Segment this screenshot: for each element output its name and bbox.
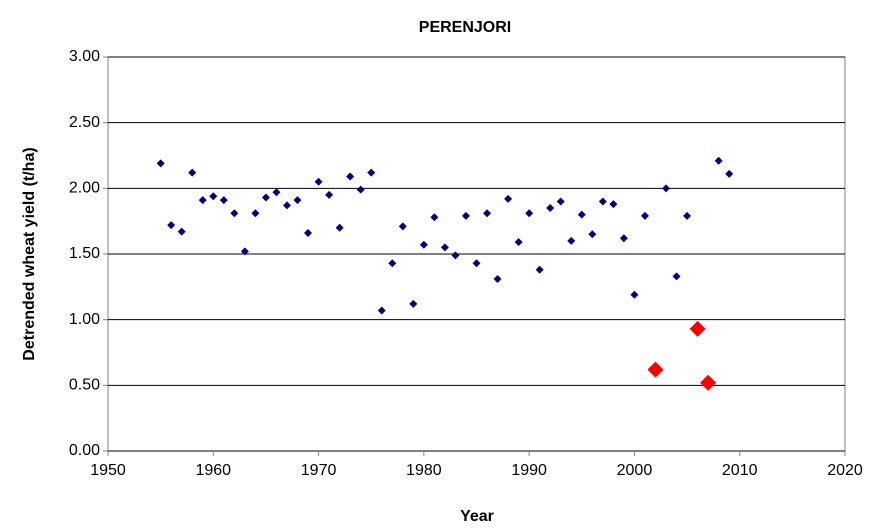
data-point <box>714 156 723 165</box>
data-point <box>398 222 407 231</box>
y-axis-label: Detrended wheat yield (t/ha) <box>21 147 38 360</box>
y-tick-label: 2.50 <box>69 114 100 131</box>
data-point <box>630 290 639 299</box>
x-tick-label: 1980 <box>406 462 442 479</box>
data-point <box>461 211 470 220</box>
data-point <box>367 168 376 177</box>
data-point <box>346 172 355 181</box>
data-point <box>261 193 270 202</box>
data-point <box>567 236 576 245</box>
data-point <box>388 259 397 268</box>
data-point <box>672 272 681 281</box>
data-point <box>409 299 418 308</box>
x-tick-label: 2020 <box>827 462 863 479</box>
x-tick-label: 1990 <box>511 462 547 479</box>
data-point <box>662 184 671 193</box>
data-point <box>483 209 492 218</box>
data-point <box>451 251 460 260</box>
data-point <box>640 211 649 220</box>
data-point <box>198 196 207 205</box>
data-point <box>683 211 692 220</box>
data-point <box>219 196 228 205</box>
data-point <box>493 274 502 283</box>
x-tick-label: 1960 <box>195 462 231 479</box>
y-tick-label: 1.50 <box>69 245 100 262</box>
data-point <box>725 169 734 178</box>
data-point <box>188 168 197 177</box>
data-point <box>272 188 281 197</box>
data-point <box>689 320 706 337</box>
data-point <box>504 194 513 203</box>
data-point <box>335 223 344 232</box>
x-tick-label: 1970 <box>301 462 337 479</box>
data-point <box>440 243 449 252</box>
x-tick-label: 2000 <box>617 462 653 479</box>
x-tick-label: 2010 <box>722 462 758 479</box>
y-tick-label: 0.50 <box>69 377 100 394</box>
x-tick-label: 1950 <box>90 462 126 479</box>
data-point <box>240 247 249 256</box>
y-tick-label: 2.00 <box>69 180 100 197</box>
data-point <box>177 227 186 236</box>
data-point <box>619 234 628 243</box>
y-tick-label: 1.00 <box>69 311 100 328</box>
data-point <box>314 177 323 186</box>
data-point <box>209 192 218 201</box>
data-point <box>546 204 555 213</box>
data-point <box>647 361 664 378</box>
data-point <box>377 306 386 315</box>
data-point <box>535 265 544 274</box>
data-point <box>430 213 439 222</box>
data-point <box>514 238 523 247</box>
data-point <box>525 209 534 218</box>
y-tick-label: 0.00 <box>69 442 100 459</box>
data-point <box>700 374 717 391</box>
data-point <box>282 201 291 210</box>
data-point <box>304 228 313 237</box>
data-point <box>419 240 428 249</box>
data-point <box>472 259 481 268</box>
data-point <box>356 185 365 194</box>
data-point <box>556 197 565 206</box>
data-point <box>293 196 302 205</box>
data-point <box>598 197 607 206</box>
data-point <box>230 209 239 218</box>
data-point <box>325 190 334 199</box>
data-point <box>167 221 176 230</box>
data-point <box>588 230 597 239</box>
x-axis-label: Year <box>460 508 494 525</box>
data-point <box>577 210 586 219</box>
data-point <box>609 200 618 209</box>
y-tick-label: 3.00 <box>69 48 100 65</box>
data-point <box>156 159 165 168</box>
data-point <box>251 209 260 218</box>
chart-title: PERENJORI <box>419 19 511 36</box>
